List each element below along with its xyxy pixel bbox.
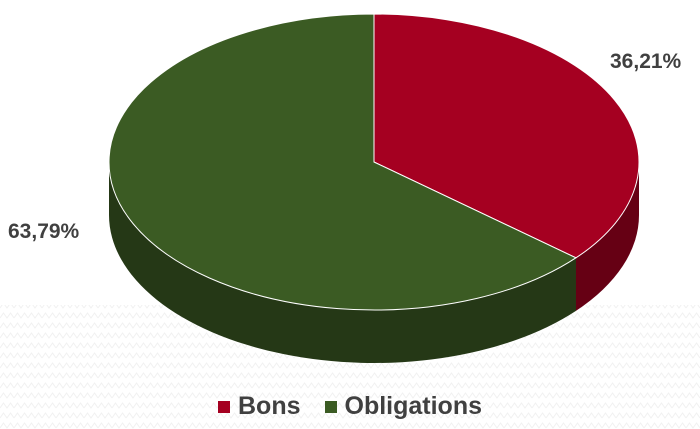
pie-tops bbox=[108, 13, 640, 311]
slice-side-bons bbox=[575, 162, 639, 311]
legend-label-obligations: Obligations bbox=[344, 392, 483, 420]
slice-bons bbox=[373, 13, 640, 259]
data-label-obligations: 63,79% bbox=[8, 220, 80, 243]
slice-obligations bbox=[108, 13, 577, 311]
legend: Bons Obligations bbox=[0, 392, 700, 421]
data-label-bons: 36,21% bbox=[610, 50, 682, 73]
slice-side-obligations bbox=[108, 162, 576, 364]
legend-swatch-bons bbox=[218, 400, 230, 413]
legend-label-bons: Bons bbox=[238, 392, 301, 420]
legend-swatch-obligations bbox=[324, 400, 337, 413]
legend-item-bons: Bons bbox=[218, 392, 301, 421]
legend-item-obligations: Obligations bbox=[324, 392, 483, 421]
